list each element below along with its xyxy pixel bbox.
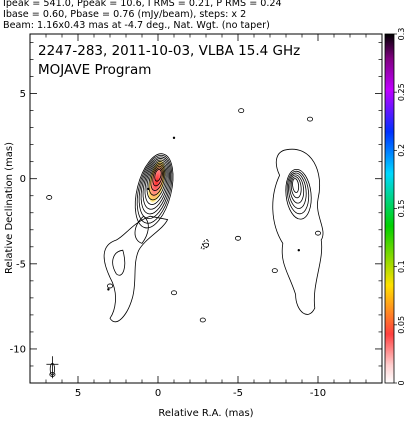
x-axis-label: Relative R.A. (mas) bbox=[158, 408, 253, 419]
y-tick-label: -5 bbox=[16, 259, 26, 270]
colorbar-tick-label: 0 bbox=[397, 380, 406, 385]
noise-contour bbox=[314, 230, 321, 236]
colorbar-tick-label: 0.3 bbox=[397, 28, 406, 41]
east-jet-contour bbox=[103, 215, 169, 323]
x-tick-label: 5 bbox=[75, 388, 81, 399]
noise-contour bbox=[238, 108, 245, 114]
noise-contour bbox=[170, 290, 177, 296]
chart-subtitle: MOJAVE Program bbox=[38, 62, 152, 78]
noise-contour bbox=[306, 116, 313, 122]
noise-contour bbox=[271, 268, 278, 274]
colorbar-ticks: 0 0.05 0.1 0.15 0.2 0.25 0.3 bbox=[394, 28, 406, 386]
header-line-1: Ipeak = 541.0, Ppeak = 10.6, I RMS = 0.2… bbox=[3, 0, 282, 9]
y-axis-label: Relative Declination (mas) bbox=[4, 142, 15, 274]
noise-contour bbox=[199, 317, 206, 323]
east-jet-inner-contour bbox=[112, 249, 126, 276]
core-contour bbox=[138, 156, 172, 219]
y-tick-label: 5 bbox=[20, 89, 26, 100]
core-contour bbox=[154, 169, 162, 182]
noise-contour bbox=[234, 235, 241, 241]
negative-contour bbox=[200, 239, 210, 250]
colorbar-tick-label: 0.25 bbox=[397, 83, 406, 101]
point-marker bbox=[107, 288, 110, 291]
axis-ticks bbox=[29, 34, 383, 384]
contour-layer bbox=[46, 108, 324, 379]
plot-frame bbox=[29, 33, 383, 384]
core-contour bbox=[146, 162, 167, 201]
core-contour bbox=[142, 159, 169, 210]
core-contour bbox=[148, 164, 166, 196]
point-marker bbox=[297, 249, 300, 252]
core-contour bbox=[134, 153, 174, 229]
chart-title: 2247-283, 2011-10-03, VLBA 15.4 GHz bbox=[38, 43, 301, 59]
core-contour bbox=[140, 158, 170, 215]
west-outer-contour bbox=[272, 148, 324, 315]
axis-tick-labels: 5 0 -5 -10 5 0 -5 -10 bbox=[10, 89, 327, 399]
colorbar bbox=[384, 33, 395, 384]
x-tick-label: -5 bbox=[233, 388, 243, 399]
colorbar-tick-label: 0.15 bbox=[397, 200, 406, 218]
west-lobe-contour bbox=[286, 170, 310, 215]
west-lobe-contour bbox=[289, 174, 305, 204]
y-tick-label: -10 bbox=[10, 344, 26, 355]
x-tick-label: -10 bbox=[310, 388, 326, 399]
west-lobe-contour bbox=[292, 178, 300, 193]
noise-contour bbox=[46, 195, 53, 200]
colorbar-tick-label: 0.05 bbox=[397, 316, 406, 334]
west-lobe-contour bbox=[290, 176, 302, 199]
beam-ellipse bbox=[49, 362, 56, 376]
point-marker bbox=[147, 187, 150, 191]
core-contour bbox=[150, 165, 165, 191]
header-line-2: Ibase = 0.60, Pbase = 0.76 (mJy/beam), s… bbox=[3, 9, 247, 20]
colorbar-tick-label: 0.2 bbox=[397, 144, 406, 157]
noise-contour bbox=[107, 283, 114, 289]
core-contour bbox=[144, 161, 168, 205]
x-tick-label: 0 bbox=[155, 388, 161, 399]
core-contour bbox=[136, 154, 173, 224]
point-marker bbox=[172, 136, 176, 140]
west-lobe-contour bbox=[285, 168, 312, 220]
colorbar-tick-label: 0.1 bbox=[397, 260, 406, 273]
jet-base-contour bbox=[134, 215, 149, 244]
y-tick-label: 0 bbox=[20, 174, 26, 185]
noise-contour bbox=[202, 242, 209, 248]
header-line-3: Beam: 1.16x0.43 mas at -4.7 deg., Nat. W… bbox=[3, 20, 270, 31]
west-lobe-contour bbox=[288, 172, 307, 209]
core-contour bbox=[152, 167, 163, 187]
